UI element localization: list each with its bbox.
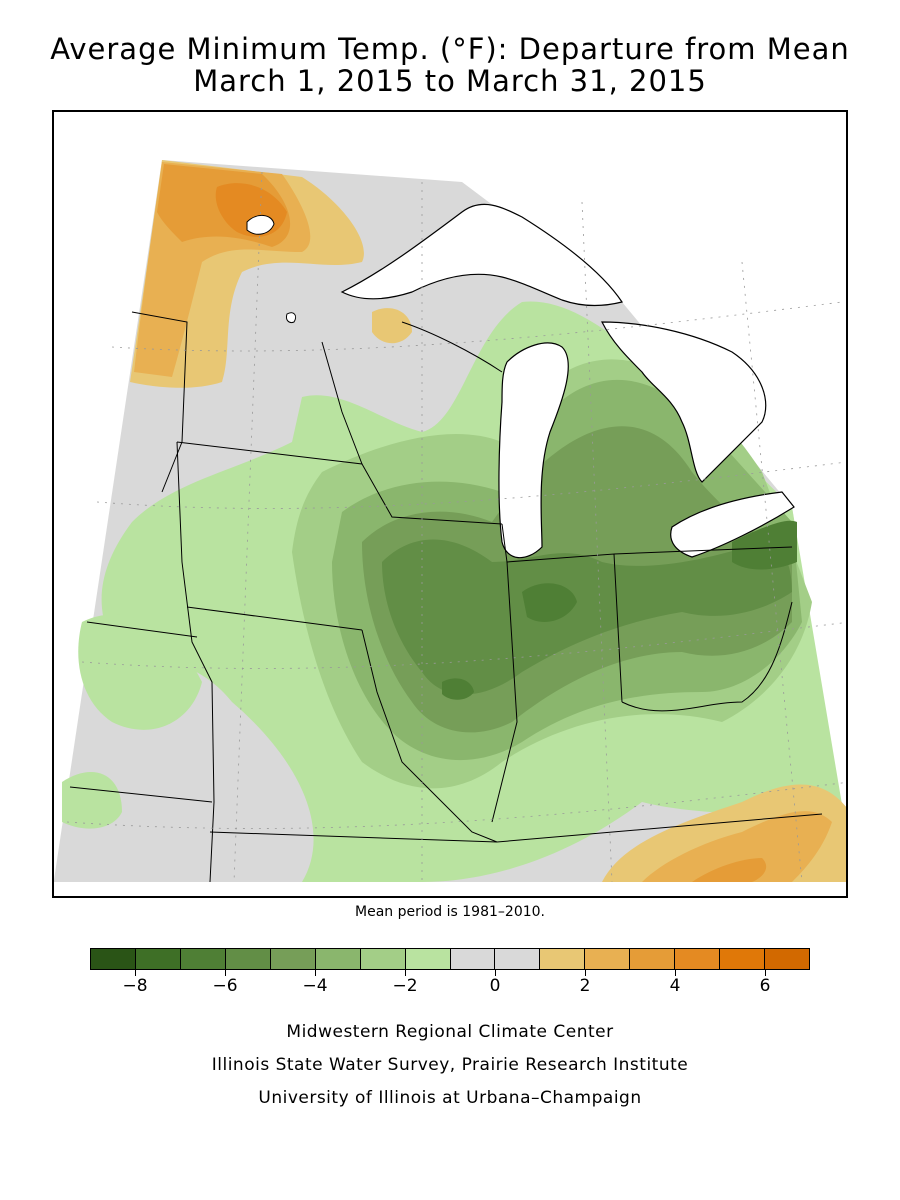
legend-swatch (270, 949, 316, 969)
lake-superior (340, 203, 623, 307)
anomaly-green-5 (382, 539, 792, 695)
anomaly-orange-southeast-3 (692, 858, 767, 882)
anomaly-light-green-west2 (78, 614, 202, 730)
legend-swatch (720, 949, 766, 969)
credit-line2: Illinois State Water Survey, Prairie Res… (211, 1055, 689, 1075)
map-title-line1: Average Minimum Temp. (°F): Departure fr… (50, 32, 850, 66)
legend-tick-label: −2 (392, 976, 418, 996)
graticule (66, 171, 846, 883)
anomaly-orange-southeast-2 (642, 811, 832, 882)
legend-tick (765, 970, 766, 976)
legend-tick-label: −6 (212, 976, 238, 996)
legend-swatch (450, 949, 496, 969)
anomaly-light-green-west (62, 772, 122, 829)
legend-tick-label: 2 (579, 976, 591, 996)
legend-tick-label: −4 (302, 976, 328, 996)
legend-swatch (630, 949, 676, 969)
credit-line1: Midwestern Regional Climate Center (286, 1022, 614, 1042)
legend-tick-label: 6 (759, 976, 771, 996)
anomaly-green-6 (522, 583, 577, 622)
lake-huron (601, 321, 767, 483)
legend-tick (315, 970, 316, 976)
legend-swatch (495, 949, 541, 969)
legend-tick-label: −8 (122, 976, 148, 996)
legend-swatch (135, 949, 181, 969)
mean-period-note: Mean period is 1981–2010. (355, 904, 545, 920)
legend-tick (675, 970, 676, 976)
legend-swatch (405, 949, 451, 969)
legend-swatch (315, 949, 361, 969)
color-legend (90, 948, 810, 970)
legend-swatch (540, 949, 586, 969)
legend-tick (495, 970, 496, 976)
departure-map (52, 110, 848, 898)
legend-tick (225, 970, 226, 976)
legend-swatch (765, 949, 809, 969)
legend-swatch (180, 949, 226, 969)
credit-line3: University of Illinois at Urbana–Champai… (258, 1088, 642, 1108)
map-canvas (54, 160, 846, 883)
legend-swatch (225, 949, 271, 969)
legend-tick (135, 970, 136, 976)
anomaly-green-6c (732, 520, 797, 570)
legend-swatch (91, 949, 136, 969)
lake-michigan (498, 342, 569, 559)
lake-erie (670, 491, 795, 558)
anomaly-orange-wi (372, 308, 412, 344)
legend-tick (405, 970, 406, 976)
legend-swatch (585, 949, 631, 969)
legend-tick-label: 0 (489, 976, 501, 996)
lake-nipigon (246, 215, 275, 235)
legend-swatch (360, 949, 406, 969)
legend-tick-label: 4 (669, 976, 681, 996)
legend-tick (585, 970, 586, 976)
legend-swatch (675, 949, 721, 969)
state-borders (69, 311, 823, 883)
map-title-line2: March 1, 2015 to March 31, 2015 (193, 64, 707, 98)
anomaly-green-6b (442, 678, 474, 700)
isle-royale (286, 312, 297, 323)
